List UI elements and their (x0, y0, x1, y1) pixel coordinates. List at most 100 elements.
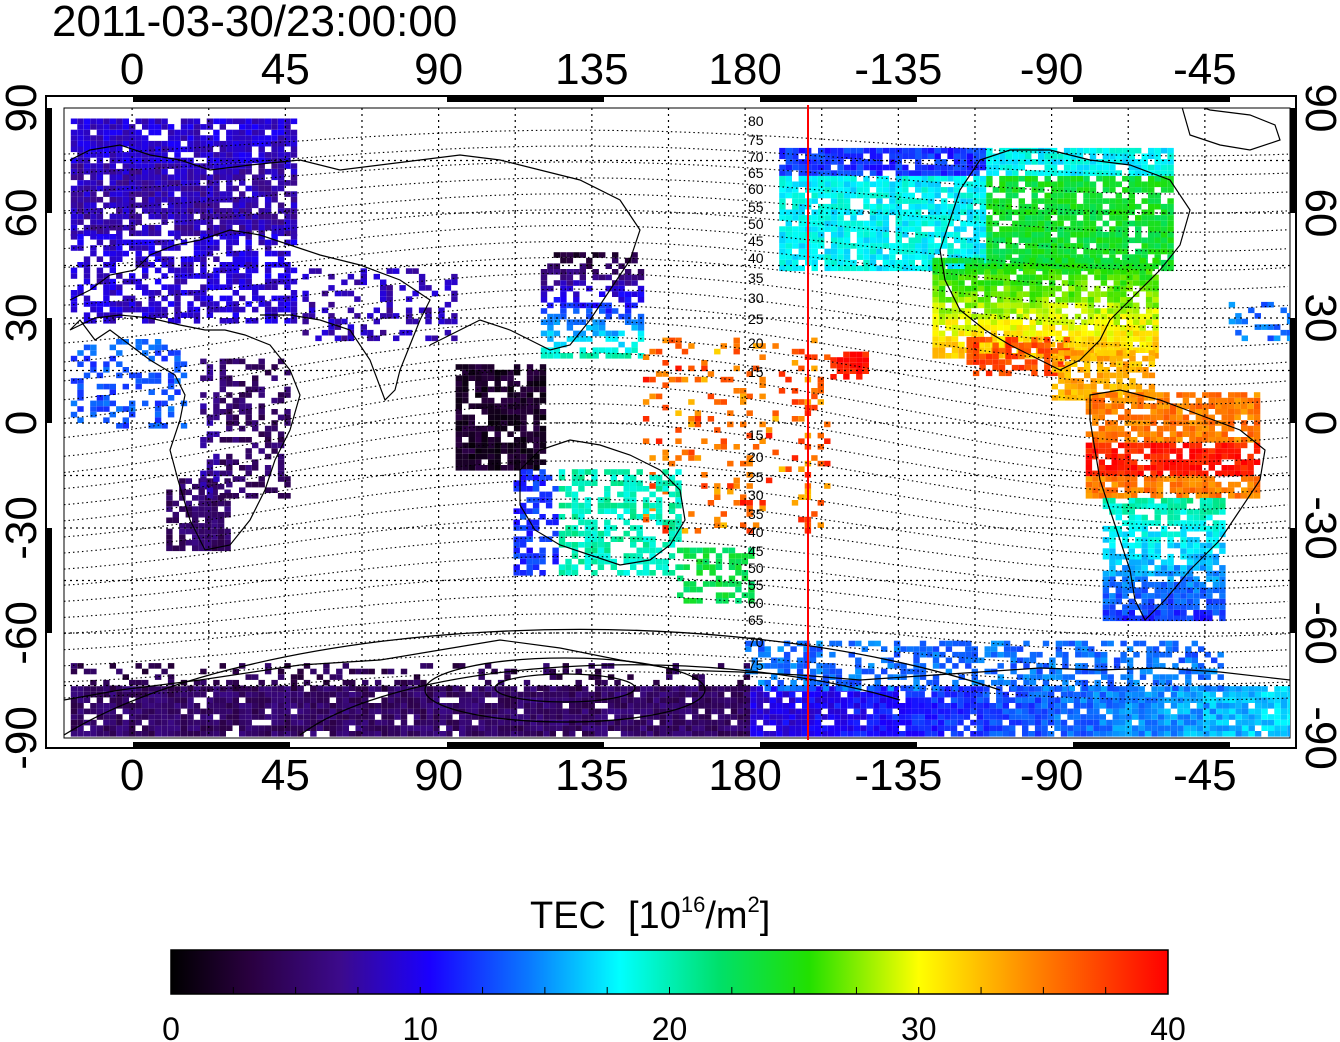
tec-cell (953, 209, 961, 216)
tec-cell (185, 523, 192, 529)
tec-cell (623, 491, 630, 498)
tec-cell (1077, 383, 1084, 390)
tec-cell (1154, 248, 1161, 255)
tec-cell (431, 290, 439, 297)
tec-cell (662, 455, 669, 461)
tec-cell (934, 181, 941, 188)
tec-cell (239, 208, 246, 214)
tec-cell (96, 230, 104, 237)
tec-cell (1128, 542, 1135, 549)
tec-cell (192, 545, 199, 552)
tec-cell (798, 192, 805, 199)
tec-cell (830, 220, 838, 227)
tec-cell (746, 393, 753, 400)
tec-cell (889, 153, 896, 160)
tec-cell (830, 187, 838, 193)
tec-cell (206, 135, 214, 141)
tec-cell (239, 196, 246, 203)
tec-cell (951, 313, 959, 320)
tec-cell (1107, 257, 1114, 264)
tec-cell (715, 575, 723, 582)
tec-cell (1109, 565, 1116, 571)
tec-cell (142, 400, 149, 407)
tec-cell (109, 174, 116, 181)
tec-cell (193, 219, 201, 225)
tec-cell (1005, 237, 1012, 244)
tec-cell (637, 330, 645, 337)
tec-cell (1094, 336, 1101, 342)
tec-cell (1070, 243, 1077, 249)
tec-cell (252, 191, 259, 197)
tec-cell (1005, 159, 1012, 165)
tec-cell (992, 348, 999, 354)
tec-cell (1051, 361, 1058, 367)
tec-cell (960, 265, 967, 272)
tec-cell (869, 254, 877, 260)
tec-cell (895, 159, 902, 165)
tec-cell (507, 453, 514, 460)
tec-cell (811, 265, 818, 272)
tec-cell (277, 397, 285, 404)
tec-cell (226, 174, 233, 181)
tec-cell (649, 553, 656, 559)
tec-cell (1160, 215, 1168, 221)
tec-cell (798, 466, 805, 472)
tec-cell (90, 318, 97, 324)
tec-cell (211, 506, 218, 512)
tec-cell (1173, 609, 1181, 616)
tec-cell (998, 364, 1006, 371)
tec-cell (258, 295, 265, 302)
tec-cell (533, 437, 540, 443)
tec-cell (649, 558, 656, 565)
tec-cell (1148, 593, 1155, 599)
tec-cell (979, 153, 987, 160)
tec-cell (1154, 153, 1161, 160)
tec-cell (1208, 403, 1215, 409)
tec-cell (584, 530, 592, 537)
tec-cell (219, 409, 226, 415)
tec-cell (953, 147, 961, 154)
tec-cell (779, 153, 786, 160)
tec-cell (258, 476, 265, 482)
tec-cell (90, 301, 97, 307)
tec-cell (1024, 364, 1032, 371)
tec-cell (135, 250, 142, 257)
tec-cell (520, 469, 527, 475)
tec-cell (277, 392, 285, 398)
tec-cell (973, 254, 980, 260)
tec-cell (1105, 403, 1112, 409)
tec-cell (96, 278, 104, 285)
tec-cell (520, 431, 527, 437)
tec-cell (1038, 153, 1045, 160)
tec-cell (1128, 181, 1135, 188)
tec-cell (902, 265, 909, 272)
tec-cell (1135, 615, 1142, 622)
tec-cell (1160, 615, 1168, 622)
tec-cell (277, 118, 285, 125)
tec-cell (1107, 291, 1114, 297)
tec-cell (213, 152, 220, 158)
tec-cell (1186, 598, 1194, 605)
tec-cell (1126, 302, 1133, 309)
tec-cell (960, 153, 967, 160)
tec-cell (938, 285, 946, 292)
tec-cell (618, 313, 625, 320)
tec-cell (1195, 487, 1203, 493)
tec-cell (185, 478, 192, 484)
tec-cell (642, 502, 650, 509)
tec-cell (895, 187, 902, 193)
tec-cell (1247, 470, 1254, 477)
tec-cell (206, 180, 214, 186)
tec-cell (630, 480, 637, 486)
tec-cell (277, 208, 285, 214)
tec-cell (979, 192, 987, 199)
tec-cell (264, 180, 272, 186)
tec-cell (135, 383, 142, 390)
tec-cell (560, 341, 567, 348)
tec-cell (1050, 243, 1058, 249)
tec-cell (206, 493, 214, 499)
tec-cell (500, 425, 508, 432)
tec-cell (675, 343, 682, 349)
tec-cell (584, 508, 592, 514)
tec-cell (77, 378, 84, 384)
